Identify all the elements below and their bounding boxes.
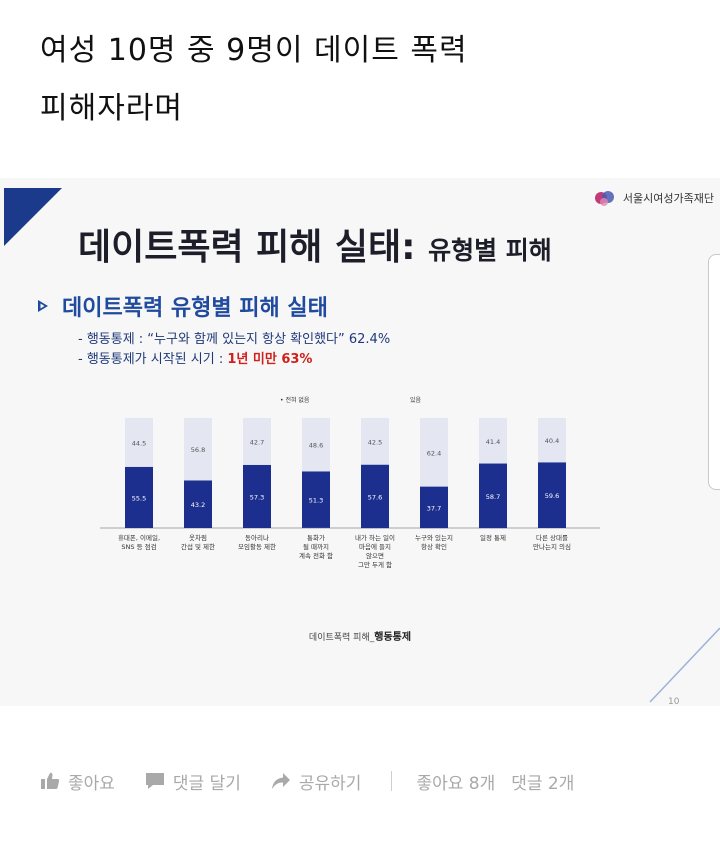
bar-value-label-light: 42.5 [368,438,382,446]
bar-segment-dark [125,466,153,528]
like-button[interactable]: 좋아요 [40,769,115,794]
chart-legend-label: • 전혀 없음 [280,396,310,404]
category-label: 일정 통제 [480,533,506,542]
share-arrow-icon [271,773,290,789]
bullet-start-time: - 행동통제가 시작된 시기 : 1년 미만 63% [78,350,390,370]
bar-value-label-dark: 43.2 [191,501,205,509]
category-label: 누구와 있는지 [415,533,453,542]
category-label: 동아리나 [245,533,269,542]
bar-segment-light [302,418,330,472]
bar-value-label-light: 40.4 [545,437,559,445]
slide-title-main: 데이트폭력 피해 실태: [78,227,416,268]
comments-count[interactable]: 댓글 2개 [511,773,575,794]
bar-segment-dark [538,462,566,528]
likes-count[interactable]: 좋아요 8개 [416,773,496,794]
share-label: 공유하기 [298,773,362,794]
bullet-start-time-prefix: - 행동통제가 시작된 시기 : [78,352,228,367]
stacked-bar-chart: • 전혀 없음 있음 44.5 55.5 휴대폰, 이메일,SNS 등 점검 56.8 43… [100,396,600,569]
comment-button[interactable]: 댓글 달기 [145,769,241,794]
thumbs-up-icon [41,772,60,789]
bar-segment-light [479,418,507,464]
bar-segment-light [184,418,212,481]
bar-segment-light [243,418,271,465]
category-label: 휴대폰, 이메일, [118,533,160,542]
bar-value-label-dark: 58.7 [486,493,500,501]
bar-value-label-dark: 51.3 [309,497,323,505]
category-label: 통화가 [307,533,325,542]
bar-segment-light [125,418,153,467]
category-label: SNS 등 점검 [121,543,156,551]
section-title: 데이트폭력 유형별 피해 실태 [62,296,328,321]
bullet-list: - 행동통제 : “누구와 함께 있는지 항상 확인했다” 62.4% - 행동… [78,330,390,370]
category-label: 내가 하는 일이 [355,533,395,542]
bar-value-label-light: 56.8 [191,446,205,454]
category-label: 모임활동 제한 [238,542,276,551]
bullet-behavior-control: - 행동통제 : “누구와 함께 있는지 항상 확인했다” 62.4% [78,332,391,347]
slide-page-number: 10 [668,697,680,706]
category-label: 옷차림 [189,533,207,542]
bar-value-label-dark: 57.6 [368,493,382,501]
play-arrow-icon [38,300,48,312]
bullet-start-time-highlight: 1년 미만 63% [227,352,313,367]
org-name: 서울시여성가족재단 [622,192,714,205]
diagonal-line-decoration: 10 [649,627,720,706]
post-text-line-2: 피해자라며 [40,91,183,126]
corner-triangle-decoration [4,188,62,246]
shared-slide-image[interactable]: 서울시여성가족재단 데이트폭력 피해 실태: 유형별 피해 데이트폭력 유형별 … [0,178,720,706]
bar-segment-dark [361,464,389,529]
category-label: 간섭 및 제한 [181,542,215,551]
bar-value-label-dark: 59.6 [545,492,559,500]
bar-value-label-dark: 55.5 [132,494,146,502]
share-button[interactable]: 공유하기 [271,769,362,794]
category-label: 다른 상대를 [536,533,568,542]
bar-value-label-light: 42.7 [250,438,264,446]
bar-value-label-dark: 37.7 [427,504,441,512]
category-label: 항상 확인 [421,542,447,551]
bar-segment-dark [479,463,507,529]
side-scroll-handle[interactable] [708,254,720,490]
bar-value-label-light: 48.6 [309,442,323,450]
bar-segment-light [538,418,566,463]
bar-segment-dark [243,464,271,528]
bar-segment-dark [420,486,448,529]
category-label: 않으면 [366,551,384,560]
category-label: 만나는지 의심 [533,542,571,551]
category-label: 그만 두게 함 [358,560,392,569]
bar-segment-dark [184,480,212,528]
section-heading: 데이트폭력 유형별 피해 실태 [36,290,328,322]
bar-value-label-light: 41.4 [486,438,500,446]
like-label: 좋아요 [68,773,115,794]
post-action-bar: 좋아요 댓글 달기 공유하기 좋아요 8개 댓글 2개 [40,764,700,798]
bar-segment-light [420,418,448,487]
action-divider [391,771,393,791]
speech-bubble-icon [145,773,164,789]
category-label: 계속 전화 함 [299,551,333,560]
org-logo-icon [594,191,614,206]
category-label: 마음에 들지 [359,542,391,551]
bar-segment-dark [302,471,330,528]
chart-caption: 데이트폭력 피해_행동통제 [0,628,720,643]
post-text-line-1: 여성 10명 중 9명이 데이트 폭력 [40,33,468,68]
bar-segment-light [361,418,389,465]
post-text: 여성 10명 중 9명이 데이트 폭력 피해자라며 [40,22,680,138]
slide-title-sub: 유형별 피해 [428,236,552,265]
bar-value-label-light: 44.5 [132,439,146,447]
org-badge: 서울시여성가족재단 [593,188,714,208]
bar-value-label-light: 62.4 [427,449,441,457]
slide-title: 데이트폭력 피해 실태: 유형별 피해 [78,218,552,270]
chart-caption-prefix: 데이트폭력 피해_ [308,633,375,643]
chart-caption-bold: 행동통제 [374,632,412,643]
category-label: 될 때까지 [303,542,329,551]
chart-legend-label: 있음 [410,396,422,404]
bar-value-label-dark: 57.3 [250,493,264,501]
comment-label: 댓글 달기 [172,773,241,794]
